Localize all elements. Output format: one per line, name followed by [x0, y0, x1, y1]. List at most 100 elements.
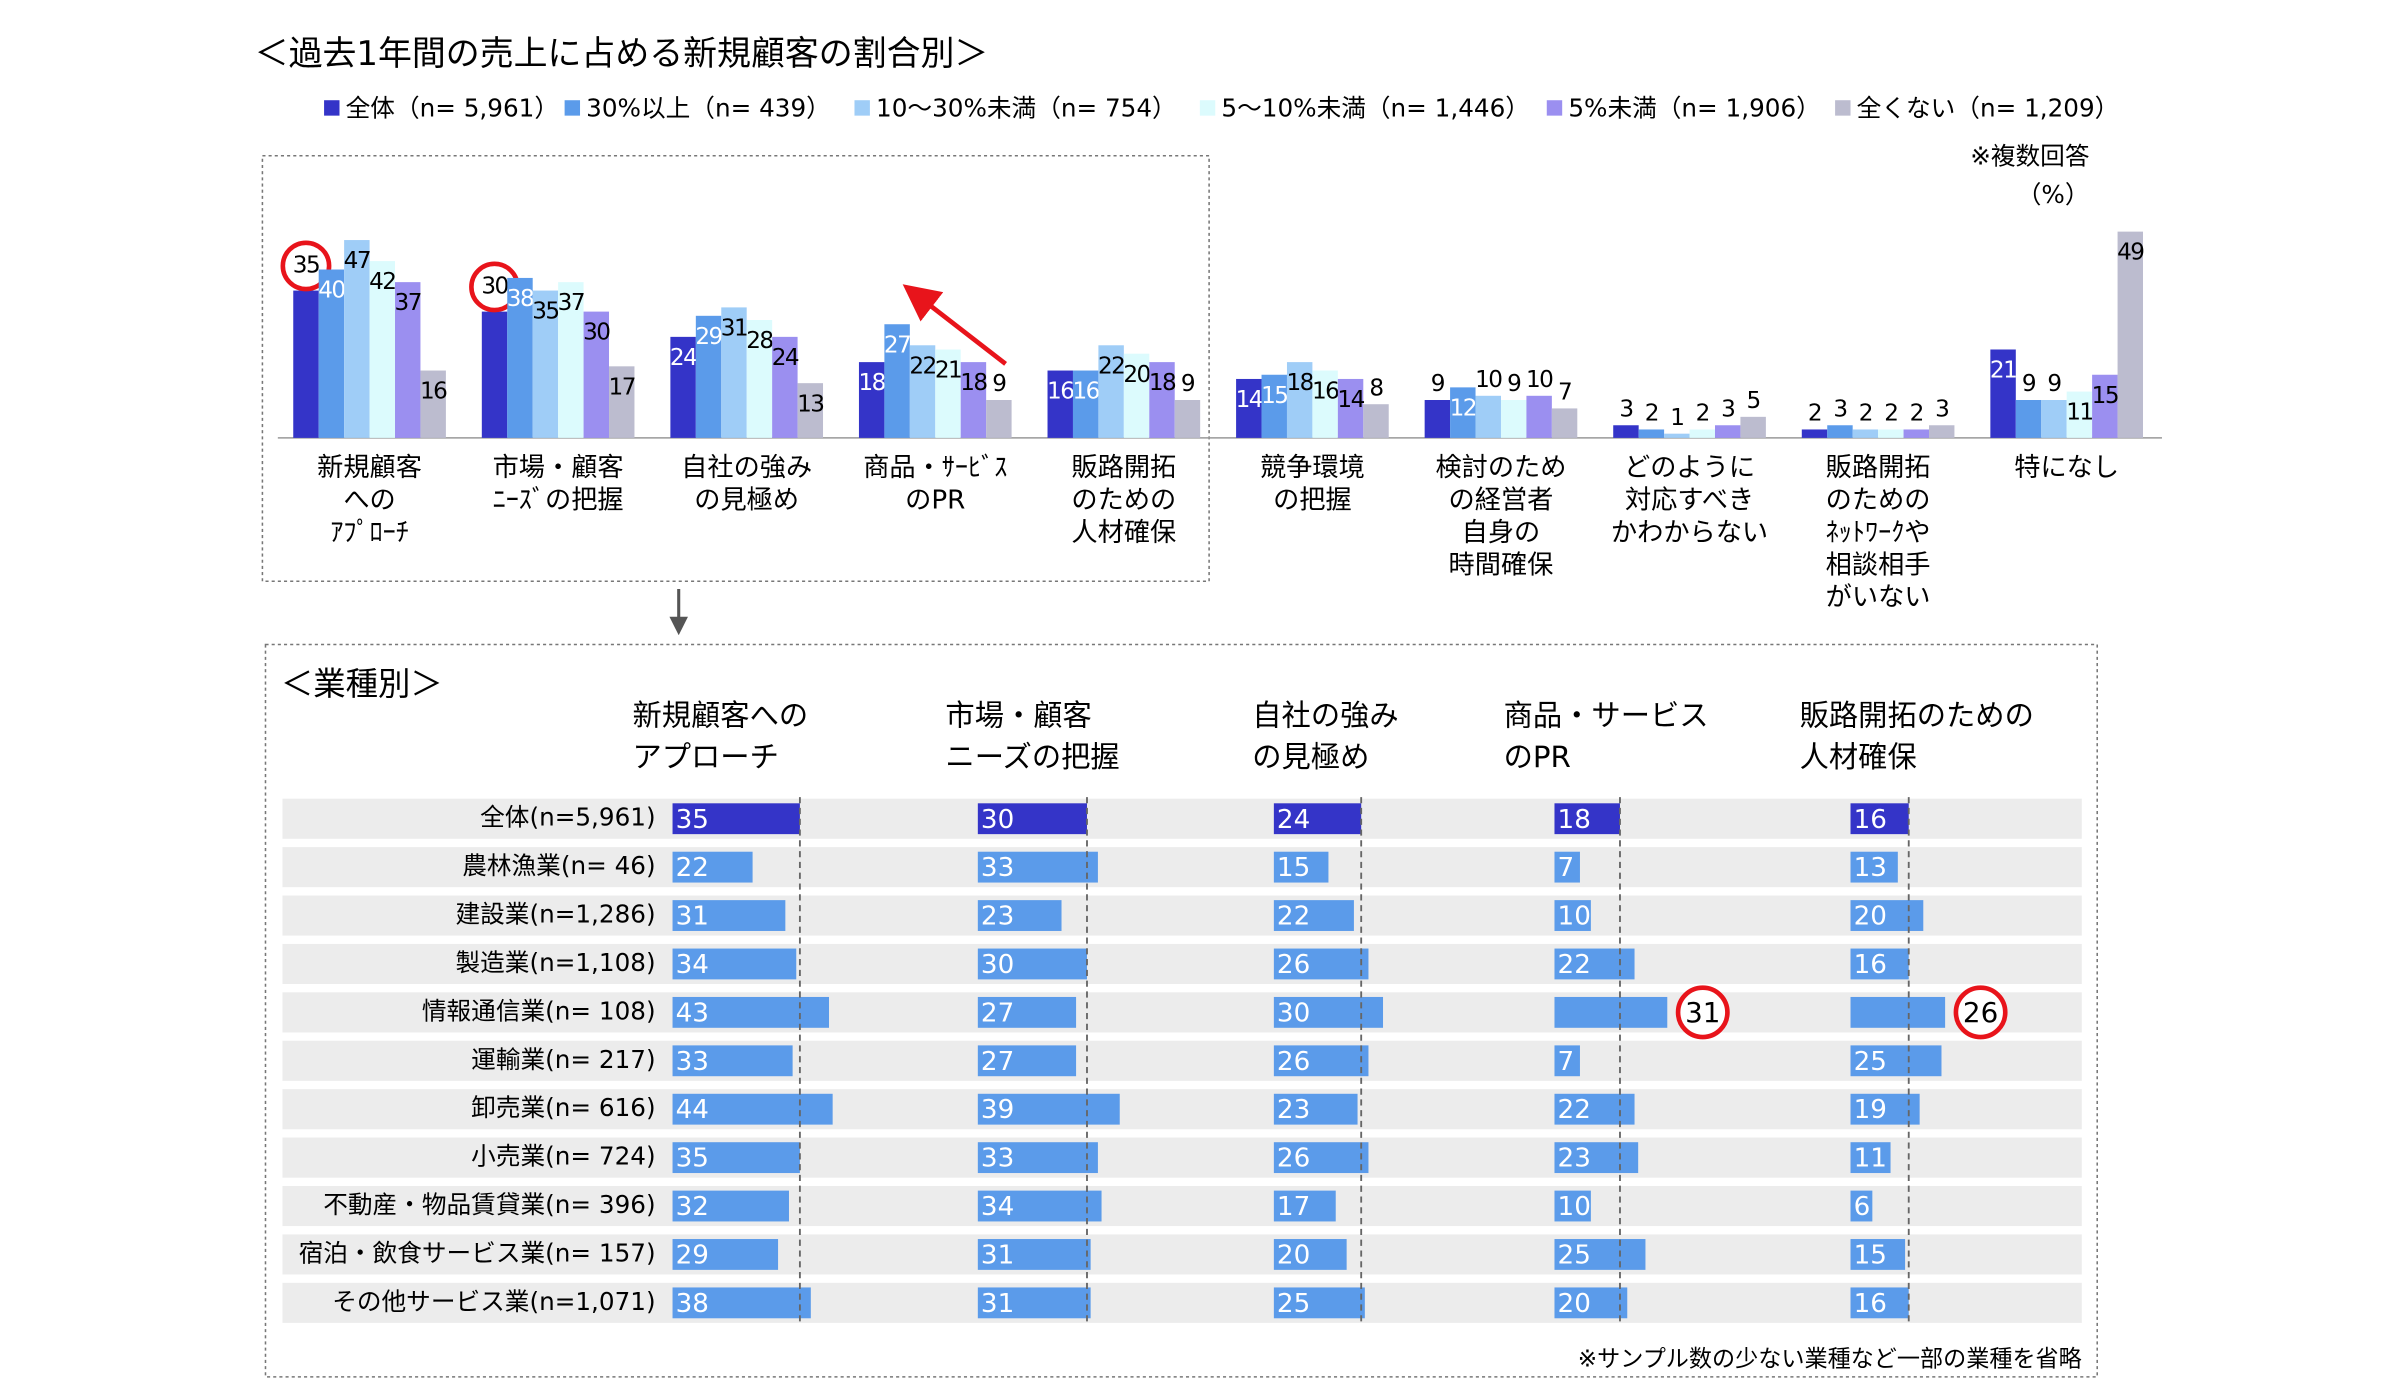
- value-label: 15: [1277, 853, 1310, 883]
- value-label: 14: [1236, 387, 1263, 413]
- bar: [2066, 391, 2093, 438]
- category-label: 検討のため: [1435, 453, 1566, 483]
- value-label: 27: [981, 1047, 1014, 1077]
- panel-title: ＜業種別＞: [281, 665, 443, 703]
- value-label: 12: [1450, 395, 1476, 421]
- bar: [672, 1190, 789, 1222]
- bar: [2117, 231, 2144, 438]
- bar: [344, 240, 370, 438]
- value-label: 32: [676, 1192, 709, 1222]
- value-label: 22: [1558, 1095, 1591, 1125]
- bar: [670, 336, 696, 438]
- bar: [1850, 1239, 1906, 1270]
- category-label: ﾈｯﾄﾜｰｸや: [1826, 518, 1931, 548]
- value-label: 10: [1475, 367, 1502, 393]
- bar: [797, 383, 824, 438]
- value-label: 16: [1073, 379, 1100, 405]
- value-label: 2: [1808, 401, 1821, 427]
- value-label: 22: [676, 853, 709, 883]
- value-label: 26: [1963, 996, 1998, 1029]
- value-label: 7: [1558, 1047, 1575, 1077]
- category-label: の見極め: [694, 486, 799, 516]
- bar: [1852, 429, 1879, 438]
- value-label: 7: [1558, 380, 1571, 406]
- bar: [977, 1287, 1091, 1319]
- bar: [672, 1093, 833, 1125]
- bar: [1850, 803, 1909, 835]
- bar: [1664, 433, 1690, 438]
- category-label: の把握: [1273, 486, 1352, 516]
- bar: [1098, 345, 1124, 438]
- value-label: 18: [1558, 805, 1591, 835]
- row-label: 製造業(n=1,108): [455, 948, 655, 977]
- value-label: 19: [1854, 1095, 1887, 1125]
- panel-label: 市場・顧客: [945, 698, 1091, 732]
- bar: [1850, 1142, 1891, 1174]
- row-label: 運輸業(n= 217): [471, 1045, 655, 1074]
- category-label: 自身の: [1462, 518, 1541, 548]
- category-label: 商品・ｻｰﾋﾞｽ: [863, 453, 1007, 483]
- value-label: 17: [1277, 1192, 1310, 1222]
- bar: [672, 900, 786, 931]
- value-label: 23: [1277, 1095, 1310, 1125]
- bar: [695, 315, 722, 438]
- bar: [1554, 900, 1591, 931]
- row-stripe: [282, 1089, 2082, 1130]
- highlight-circle: [280, 240, 332, 292]
- bar: [1554, 803, 1620, 835]
- value-label: 6: [1854, 1192, 1871, 1222]
- value-label: 2: [1910, 401, 1923, 427]
- highlight-circle: [1953, 985, 2008, 1040]
- bar: [1554, 1287, 1628, 1319]
- value-label: 8: [1369, 375, 1383, 401]
- value-label: 7: [1558, 853, 1575, 883]
- value-label: 2: [1859, 401, 1872, 427]
- bar: [977, 996, 1077, 1028]
- value-label: 2: [1696, 401, 1709, 427]
- bar: [672, 1142, 800, 1174]
- legend-swatch: [1199, 100, 1216, 116]
- legend-swatch: [564, 100, 581, 116]
- bar: [672, 851, 753, 883]
- bar: [746, 320, 773, 438]
- bar: [1554, 948, 1635, 980]
- value-label: 30: [981, 805, 1014, 835]
- highlight-box: [261, 154, 1210, 583]
- bar: [1273, 851, 1329, 883]
- value-label: 15: [2092, 383, 2118, 409]
- value-label: 11: [1854, 1144, 1887, 1174]
- row-stripe: [282, 798, 2082, 839]
- category-label: がいない: [1826, 583, 1931, 613]
- category-label: 特になし: [2014, 453, 2119, 483]
- value-label: 18: [1149, 370, 1176, 396]
- row-stripe: [282, 943, 2082, 985]
- bar: [1273, 1045, 1369, 1077]
- legend-swatch: [1835, 100, 1851, 116]
- value-label: 24: [1277, 805, 1310, 835]
- category-label: 自社の強み: [681, 453, 812, 483]
- value-label: 2: [1884, 401, 1897, 427]
- value-label: 49: [2117, 240, 2144, 266]
- bar: [960, 362, 987, 438]
- value-label: 16: [1854, 1289, 1887, 1319]
- bar: [721, 307, 747, 438]
- value-label: 16: [1312, 379, 1339, 405]
- legend-label: 全体（n= 5,961）: [346, 93, 559, 122]
- category-label: 販路開拓: [1071, 453, 1176, 483]
- bar: [1123, 353, 1150, 438]
- value-label: 33: [676, 1047, 709, 1077]
- value-label: 9: [1181, 371, 1195, 397]
- bar: [1236, 378, 1262, 438]
- row-label: 小売業(n= 724): [471, 1142, 655, 1171]
- category-label: 販路開拓: [1826, 453, 1931, 483]
- value-label: 10: [1558, 1192, 1591, 1222]
- bar: [1554, 1190, 1591, 1222]
- category-label: のための: [1071, 486, 1176, 516]
- value-label: 31: [981, 1289, 1014, 1319]
- bar: [1273, 996, 1384, 1028]
- bar: [1273, 1142, 1369, 1174]
- row-stripe: [282, 1234, 2082, 1275]
- bar: [1850, 1287, 1909, 1319]
